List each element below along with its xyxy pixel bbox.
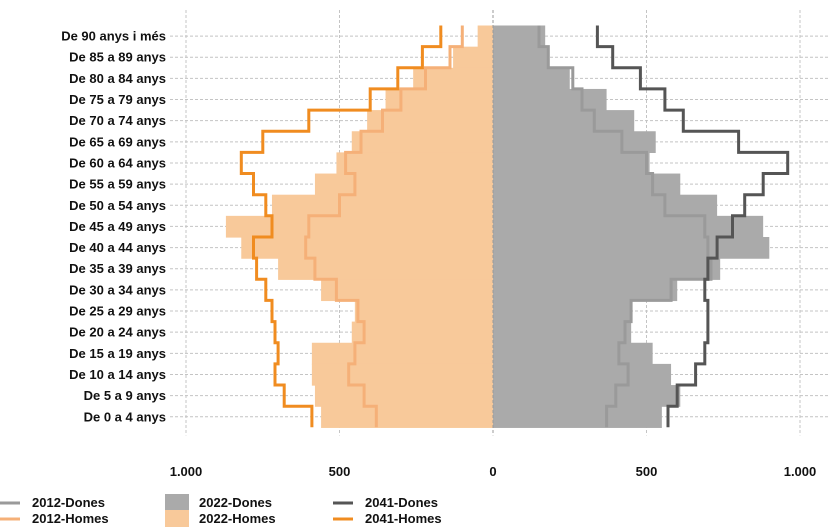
age-group-label: De 45 a 49 anys: [69, 219, 166, 234]
age-group-label: De 60 a 64 anys: [69, 155, 166, 170]
age-group-label: De 55 a 59 anys: [69, 177, 166, 192]
bar-2022-Homes: [271, 194, 493, 217]
age-group-label: De 80 a 84 anys: [69, 71, 166, 86]
age-group-label: De 25 a 29 anys: [69, 304, 166, 319]
age-group-label: De 35 a 39 anys: [69, 261, 166, 276]
bar-2022-Homes: [453, 46, 493, 69]
age-group-label: De 15 a 19 anys: [69, 346, 166, 361]
age-group-label: De 70 a 74 anys: [69, 113, 166, 128]
bar-2022-Homes: [354, 300, 493, 323]
bar-2022-Homes: [336, 152, 493, 175]
x-tick-label: 1.000: [170, 464, 203, 479]
age-group-label: De 20 a 24 anys: [69, 325, 166, 340]
bar-2022-Homes: [385, 88, 493, 111]
legend-item: 2012-Dones: [0, 495, 105, 510]
legend-item: 2022-Dones: [165, 494, 272, 511]
bar-2022-Dones: [493, 152, 650, 175]
bar-2022-Dones: [493, 237, 770, 259]
legend-item: 2022-Homes: [165, 510, 276, 527]
step-line-2012-Homes: [304, 25, 464, 428]
bar-2022-Homes: [351, 131, 493, 153]
age-group-label: De 65 a 69 anys: [69, 134, 166, 149]
x-tick-label: 0: [489, 464, 496, 479]
age-group-label: De 5 a 9 anys: [84, 388, 166, 403]
bar-2022-Dones: [493, 321, 632, 344]
bar-2022-Dones: [493, 88, 607, 111]
step-line-2041-Dones: [595, 25, 790, 428]
legend-item: 2041-Dones: [333, 495, 438, 510]
bar-2022-Dones: [493, 25, 546, 48]
bar-2022-Dones: [493, 279, 678, 302]
legend-label: 2022-Homes: [199, 511, 276, 526]
bar-2022-Dones: [493, 110, 635, 132]
x-tick-label: 1.000: [784, 464, 817, 479]
legend-item: 2012-Homes: [0, 511, 109, 526]
bar-2022-Homes: [278, 258, 493, 280]
bar-2022-Dones: [493, 258, 721, 280]
step-line-2041-Homes: [239, 25, 443, 428]
bar-2022-Homes: [321, 406, 493, 428]
bar-2022-Dones: [493, 406, 662, 428]
legend-swatch-2022-Homes: [165, 510, 189, 527]
legend-label: 2012-Homes: [32, 511, 109, 526]
bar-2022-Dones: [493, 363, 672, 386]
age-labels-layer: De 90 anys i més De 85 a 89 anys De 80 a 8…: [61, 29, 166, 425]
x-tick-label: 500: [636, 464, 658, 479]
age-group-label: De 85 a 89 anys: [69, 50, 166, 65]
bar-2022-Homes: [314, 173, 493, 196]
bar-2022-Dones: [493, 131, 656, 153]
age-group-label: De 40 a 44 anys: [69, 240, 166, 255]
bar-2022-Dones: [493, 194, 718, 217]
bar-2022-Dones: [493, 342, 653, 365]
bar-2022-Homes: [321, 279, 493, 302]
bar-2022-Dones: [493, 385, 681, 407]
bar-2022-Dones: [493, 67, 570, 90]
bar-2022-Homes: [314, 385, 493, 407]
age-group-label: De 0 a 4 anys: [84, 409, 166, 424]
bar-2022-Homes: [351, 321, 493, 344]
legend-item: 2041-Homes: [333, 511, 442, 526]
bar-2022-Homes: [413, 67, 493, 90]
legend-swatch-2022-Dones: [165, 494, 189, 511]
legend-label: 2041-Dones: [365, 495, 438, 510]
bar-2022-Homes: [477, 25, 493, 48]
x-tick-labels-layer: 1.000 500 0 500 1.000: [170, 464, 817, 479]
x-tick-label: 500: [329, 464, 351, 479]
bar-2022-Homes: [311, 342, 493, 365]
bar-2022-Homes: [311, 363, 493, 386]
step-line-2012-Dones: [537, 25, 713, 428]
legend-label: 2022-Dones: [199, 495, 272, 510]
bars-layer: [225, 25, 770, 428]
age-group-label: De 50 a 54 anys: [69, 198, 166, 213]
legend-label: 2041-Homes: [365, 511, 442, 526]
bar-2022-Homes: [241, 237, 493, 259]
age-group-label: De 75 a 79 anys: [69, 92, 166, 107]
bar-2022-Homes: [367, 110, 493, 132]
bar-2022-Homes: [225, 215, 493, 238]
step-lines-layer: [239, 25, 790, 428]
bar-2022-Dones: [493, 46, 549, 69]
bar-2022-Dones: [493, 215, 764, 238]
bar-2022-Dones: [493, 300, 632, 323]
age-group-label: De 90 anys i més: [61, 29, 166, 44]
age-group-label: De 10 a 14 anys: [69, 367, 166, 382]
legend-label: 2012-Dones: [32, 495, 105, 510]
age-group-label: De 30 a 34 anys: [69, 282, 166, 297]
bar-2022-Dones: [493, 173, 681, 196]
legend: 2012-Dones 2022-Dones 2041-Dones 2012-Homes…: [0, 494, 442, 527]
